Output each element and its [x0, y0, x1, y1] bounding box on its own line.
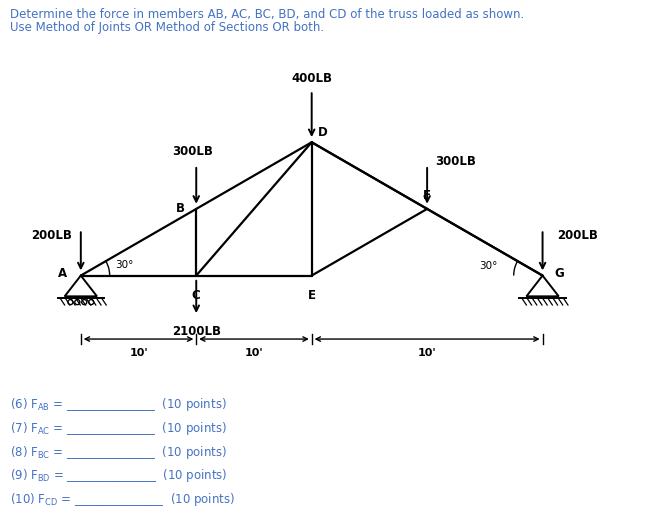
- Text: 10': 10': [418, 349, 436, 358]
- Text: (10) F$_{\mathregular{CD}}$ = _______________  (10 points): (10) F$_{\mathregular{CD}}$ = __________…: [10, 491, 235, 507]
- Text: 300LB: 300LB: [172, 145, 213, 158]
- Text: Use Method of Joints OR Method of Sections OR both.: Use Method of Joints OR Method of Sectio…: [10, 21, 324, 34]
- Text: B: B: [176, 202, 185, 216]
- Text: D: D: [317, 126, 327, 139]
- Text: 10': 10': [129, 349, 148, 358]
- Text: (7) F$_{\mathregular{AC}}$ = _______________  (10 points): (7) F$_{\mathregular{AC}}$ = ___________…: [10, 420, 227, 437]
- Text: E: E: [308, 289, 316, 303]
- Text: (6) F$_{\mathregular{AB}}$ = _______________  (10 points): (6) F$_{\mathregular{AB}}$ = ___________…: [10, 396, 226, 413]
- Text: C: C: [192, 289, 201, 303]
- Text: 10': 10': [245, 349, 263, 358]
- Text: 200LB: 200LB: [557, 228, 597, 242]
- Text: 400LB: 400LB: [291, 72, 332, 84]
- Text: 2100LB: 2100LB: [172, 325, 220, 338]
- Text: 300LB: 300LB: [436, 155, 476, 169]
- Text: A: A: [58, 267, 67, 280]
- Text: (8) F$_{\mathregular{BC}}$ = _______________  (10 points): (8) F$_{\mathregular{BC}}$ = ___________…: [10, 444, 227, 460]
- Text: Determine the force in members AB, AC, BC, BD, and CD of the truss loaded as sho: Determine the force in members AB, AC, B…: [10, 8, 524, 20]
- Text: (9) F$_{\mathregular{BD}}$ = _______________  (10 points): (9) F$_{\mathregular{BD}}$ = ___________…: [10, 467, 227, 484]
- Text: 30°: 30°: [115, 260, 134, 270]
- Text: 30°: 30°: [479, 261, 497, 271]
- Text: G: G: [554, 267, 564, 280]
- Text: F: F: [423, 189, 431, 202]
- Text: 200LB: 200LB: [32, 228, 72, 242]
